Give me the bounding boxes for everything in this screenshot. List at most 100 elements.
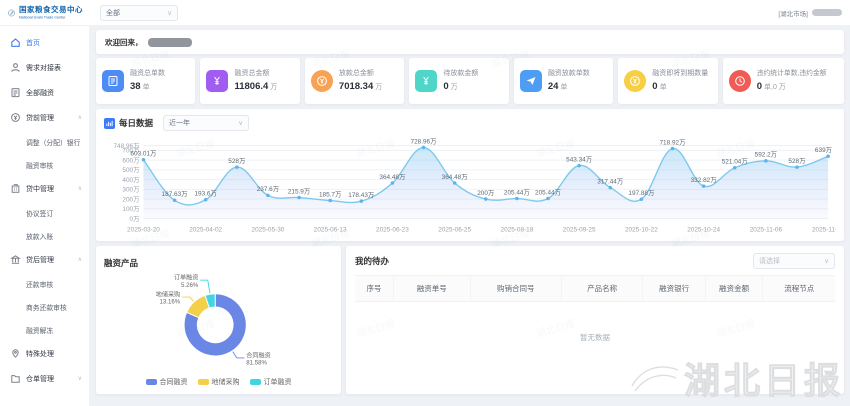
svg-text:2025-11-06: 2025-11-06 [750, 226, 783, 233]
sidebar-subitem[interactable]: 放款入账 [0, 224, 89, 247]
sidebar-item-label: 需求对接表 [26, 64, 61, 72]
sidebar-item[interactable]: 贷中管理 ∧ [0, 176, 89, 201]
header-user-area: [湖北市场] [778, 8, 842, 18]
sidebar-item-label: 融资解冻 [26, 327, 54, 335]
svg-text:合同融资: 合同融资 [246, 351, 270, 359]
chevron-up-icon: ∧ [77, 186, 82, 192]
data-point [608, 185, 613, 190]
svg-text:592.2万: 592.2万 [755, 151, 778, 159]
legend-label: 合同融资 [159, 379, 188, 386]
sidebar-item[interactable]: 全部融资 [0, 80, 89, 105]
data-point [577, 163, 581, 168]
svg-text:728.96万: 728.96万 [411, 137, 438, 145]
svg-text:193.6万: 193.6万 [194, 190, 217, 198]
sidebar-item-label: 调整（分配）银行 [26, 139, 81, 147]
svg-text:197.88万: 197.88万 [628, 189, 655, 197]
data-point [764, 159, 768, 163]
brand-title: 国家粮食交易中心 [18, 5, 83, 14]
todo-column-header: 序号 [355, 275, 394, 302]
financing-products-title: 融资产品 [104, 258, 139, 268]
sidebar-item-label: 仓单管理 [26, 375, 54, 383]
svg-text:200万: 200万 [477, 189, 495, 197]
folder-icon [10, 373, 21, 384]
sidebar-item-label: 还款审核 [26, 281, 54, 289]
svg-text:718.92万: 718.92万 [659, 138, 686, 146]
sidebar-item[interactable]: 需求对接表 [0, 55, 89, 80]
date-range-select[interactable]: 近一年 ∨ [163, 115, 250, 131]
document-icon [102, 70, 124, 92]
svg-text:205.44万: 205.44万 [535, 188, 562, 196]
data-point [390, 181, 395, 185]
sidebar-item[interactable]: 首页 [0, 30, 89, 55]
chevron-down-icon: ∨ [238, 120, 244, 127]
bar-chart-icon [104, 117, 115, 129]
chevron-up-icon: ∧ [77, 115, 82, 121]
data-point [732, 165, 737, 170]
legend-item[interactable]: 地储采购 [197, 377, 240, 387]
market-tag: [湖北市场] [778, 10, 808, 18]
data-point [203, 197, 208, 202]
sidebar-item[interactable]: 贷前管理 ∧ [0, 105, 89, 130]
yen-icon [206, 70, 229, 92]
stat-label: 放款总金额 [338, 70, 374, 78]
pin-icon [10, 348, 21, 359]
data-point [795, 165, 799, 169]
svg-text:2025-06-13: 2025-06-13 [314, 226, 347, 233]
sidebar-item-label: 协议签订 [26, 210, 54, 218]
svg-text:2025-06-25: 2025-06-25 [438, 226, 471, 233]
stat-value: 11806.4 万 [234, 80, 278, 92]
todo-column-header: 产品名称 [560, 275, 643, 302]
stat-card: 待放款金额 0 万 [409, 58, 509, 104]
legend-item[interactable]: 订单融资 [249, 377, 292, 387]
sidebar-item-label: 贷后管理 [26, 256, 54, 264]
svg-text:300万: 300万 [122, 186, 140, 194]
data-point [172, 198, 177, 203]
svg-text:0万: 0万 [130, 215, 141, 223]
data-point [297, 195, 301, 200]
stat-unit: 单,0 万 [764, 83, 786, 91]
data-point [266, 193, 270, 198]
sidebar-subitem[interactable]: 调整（分配）银行 [0, 130, 89, 153]
sidebar-item[interactable]: 仓单管理 ∨ [0, 366, 89, 391]
stat-unit: 万 [375, 83, 383, 91]
legend-swatch [249, 379, 261, 385]
legend-item[interactable]: 合同融资 [145, 377, 188, 387]
sidebar-item-label: 特殊处理 [26, 350, 54, 358]
legend-label: 订单融资 [263, 379, 292, 386]
todo-card: 我的待办 请选择 ∨ 序号 融资单号 购销合同号 产品名称 融资银行 融资金额 流程节点 暂… [346, 246, 844, 394]
svg-text:2025-06-23: 2025-06-23 [376, 226, 409, 233]
svg-text:400万: 400万 [122, 176, 140, 184]
svg-text:603.01万: 603.01万 [130, 150, 157, 158]
todo-filter-select[interactable]: 请选择 ∨ [753, 253, 835, 269]
sidebar-item-label: 首页 [26, 39, 40, 47]
app-header: 国家粮食交易中心 National Grain Trade Center 全部 … [0, 0, 850, 26]
donut-legend: 合同融资 地储采购 订单融资 [96, 377, 341, 387]
data-point [328, 198, 332, 203]
sidebar-item-label: 商务还款审核 [26, 304, 67, 312]
svg-text:543.34万: 543.34万 [566, 155, 593, 163]
financing-products-card: 融资产品 合同融资 81.58% 地储采购 13.16% 订单融资 5.26% 合同融资地… [96, 246, 341, 394]
brand-emblem-icon [8, 9, 15, 16]
redacted-username [812, 9, 842, 16]
sidebar-subitem[interactable]: 协议签订 [0, 201, 89, 224]
svg-text:2025-11-18: 2025-11-18 [812, 226, 836, 233]
market-scope-value: 全部 [106, 9, 120, 17]
sidebar-item[interactable]: 贷后管理 ∧ [0, 247, 89, 272]
sidebar-subitem[interactable]: 融资审核 [0, 153, 89, 176]
svg-text:187.63万: 187.63万 [162, 190, 189, 198]
sidebar-subitem[interactable]: 商务还款审核 [0, 295, 89, 318]
sidebar-subitem[interactable]: 还款审核 [0, 272, 89, 295]
svg-text:2025-10-22: 2025-10-22 [625, 226, 658, 233]
data-point [235, 165, 239, 169]
market-scope-select[interactable]: 全部 ∨ [100, 4, 178, 21]
stat-unit: 单 [560, 83, 568, 91]
sidebar-item[interactable]: 特殊处理 [0, 341, 89, 366]
sidebar-subitem[interactable]: 融资解冻 [0, 318, 89, 341]
svg-text:100万: 100万 [122, 205, 140, 213]
data-point [639, 197, 644, 202]
chevron-down-icon: ∨ [77, 376, 82, 382]
svg-text:600万: 600万 [122, 156, 140, 164]
stat-label: 违约统计单数,违约金额 [756, 70, 827, 78]
